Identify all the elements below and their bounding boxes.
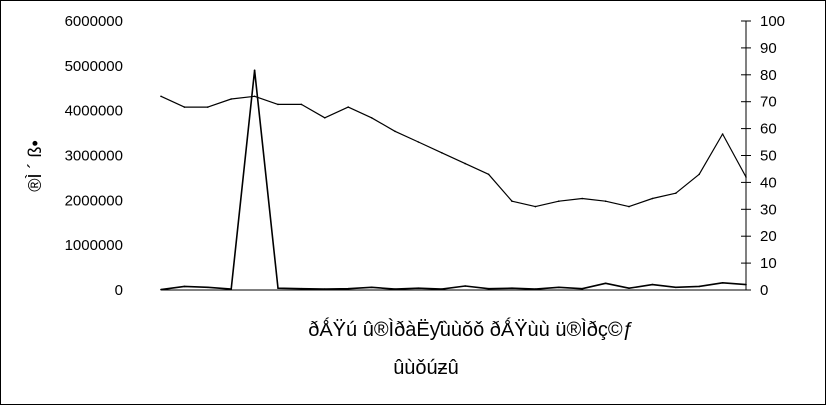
data-point bbox=[417, 141, 420, 143]
series-line bbox=[160, 95, 747, 208]
data-point bbox=[675, 286, 677, 289]
data-point bbox=[277, 103, 279, 106]
data-point bbox=[534, 288, 537, 290]
data-point bbox=[207, 286, 209, 289]
data-point bbox=[441, 288, 443, 290]
data-point bbox=[628, 287, 630, 290]
data-point bbox=[604, 200, 607, 202]
data-point bbox=[534, 205, 537, 208]
right-y-tick-label: 50 bbox=[760, 148, 777, 165]
data-point bbox=[160, 288, 162, 291]
x-axis-label-line-2: ûùǒúƶû bbox=[393, 357, 459, 379]
data-point bbox=[698, 173, 700, 176]
data-point bbox=[511, 287, 513, 290]
data-point bbox=[417, 287, 420, 290]
right-y-tick-label: 20 bbox=[760, 228, 777, 245]
data-point bbox=[253, 69, 256, 72]
data-point bbox=[207, 106, 209, 108]
data-point bbox=[324, 117, 326, 119]
left-y-tick-label: 5000000 bbox=[65, 58, 123, 75]
data-point bbox=[628, 205, 630, 208]
axes bbox=[161, 21, 747, 291]
data-point bbox=[558, 200, 560, 202]
data-point bbox=[581, 287, 583, 290]
right-y-tick-label: 30 bbox=[760, 201, 777, 218]
series-layer bbox=[160, 69, 747, 291]
left-y-tick-label: 0 bbox=[115, 282, 123, 299]
right-y-tick-label: 10 bbox=[760, 255, 777, 272]
data-point bbox=[370, 117, 373, 119]
y-axis-title: ®Ì ´ ß• bbox=[25, 140, 45, 192]
right-y-tick-label: 90 bbox=[760, 40, 777, 57]
data-point bbox=[745, 283, 747, 286]
left-y-tick-labels: 6000000 5000000 4000000 3000000 2000000 10000… bbox=[65, 13, 123, 299]
data-point bbox=[370, 286, 373, 289]
right-y-tick-label: 70 bbox=[760, 94, 777, 111]
data-point bbox=[324, 288, 326, 290]
data-point bbox=[487, 287, 490, 290]
right-y-tick-label: 60 bbox=[760, 121, 777, 138]
x-axis-label-line-1: ðǺŸú û®ÌðàËƴùùǒǒ ðǺŸùù ü®Ìðç©ƒ bbox=[308, 317, 634, 341]
data-point bbox=[347, 106, 350, 108]
left-y-tick-label: 2000000 bbox=[65, 192, 123, 209]
data-point bbox=[745, 176, 747, 178]
data-point bbox=[721, 282, 724, 284]
data-point bbox=[183, 106, 186, 108]
data-point bbox=[558, 286, 560, 289]
data-point bbox=[651, 197, 654, 200]
data-point bbox=[300, 103, 303, 106]
data-point bbox=[230, 98, 232, 100]
data-point bbox=[464, 162, 467, 165]
left-y-tick-label: 6000000 bbox=[65, 13, 123, 30]
data-point bbox=[160, 95, 162, 98]
right-y-tick-label: 80 bbox=[760, 67, 777, 84]
data-point bbox=[183, 285, 186, 288]
data-point bbox=[394, 130, 396, 133]
right-y-tick-label: 0 bbox=[760, 282, 768, 299]
right-y-tick-label: 100 bbox=[760, 13, 785, 30]
data-point bbox=[464, 285, 467, 287]
data-point bbox=[651, 283, 654, 286]
data-point bbox=[300, 287, 303, 290]
data-point bbox=[581, 197, 583, 200]
data-point bbox=[230, 288, 232, 290]
data-point bbox=[253, 95, 256, 98]
data-point bbox=[394, 288, 396, 290]
data-point bbox=[511, 200, 513, 202]
data-point bbox=[441, 152, 443, 154]
data-point bbox=[604, 282, 607, 285]
left-y-tick-label: 1000000 bbox=[65, 237, 123, 254]
data-point bbox=[721, 133, 724, 135]
series-2 bbox=[160, 69, 747, 291]
data-point bbox=[675, 192, 677, 194]
series-line bbox=[160, 69, 747, 291]
right-y-tick-label: 40 bbox=[760, 174, 777, 191]
data-point bbox=[698, 285, 700, 288]
data-point bbox=[347, 287, 350, 290]
series-1 bbox=[160, 95, 747, 208]
data-point bbox=[277, 287, 279, 290]
left-y-tick-label: 4000000 bbox=[65, 103, 123, 120]
left-y-tick-label: 3000000 bbox=[65, 148, 123, 165]
data-point bbox=[487, 173, 490, 176]
